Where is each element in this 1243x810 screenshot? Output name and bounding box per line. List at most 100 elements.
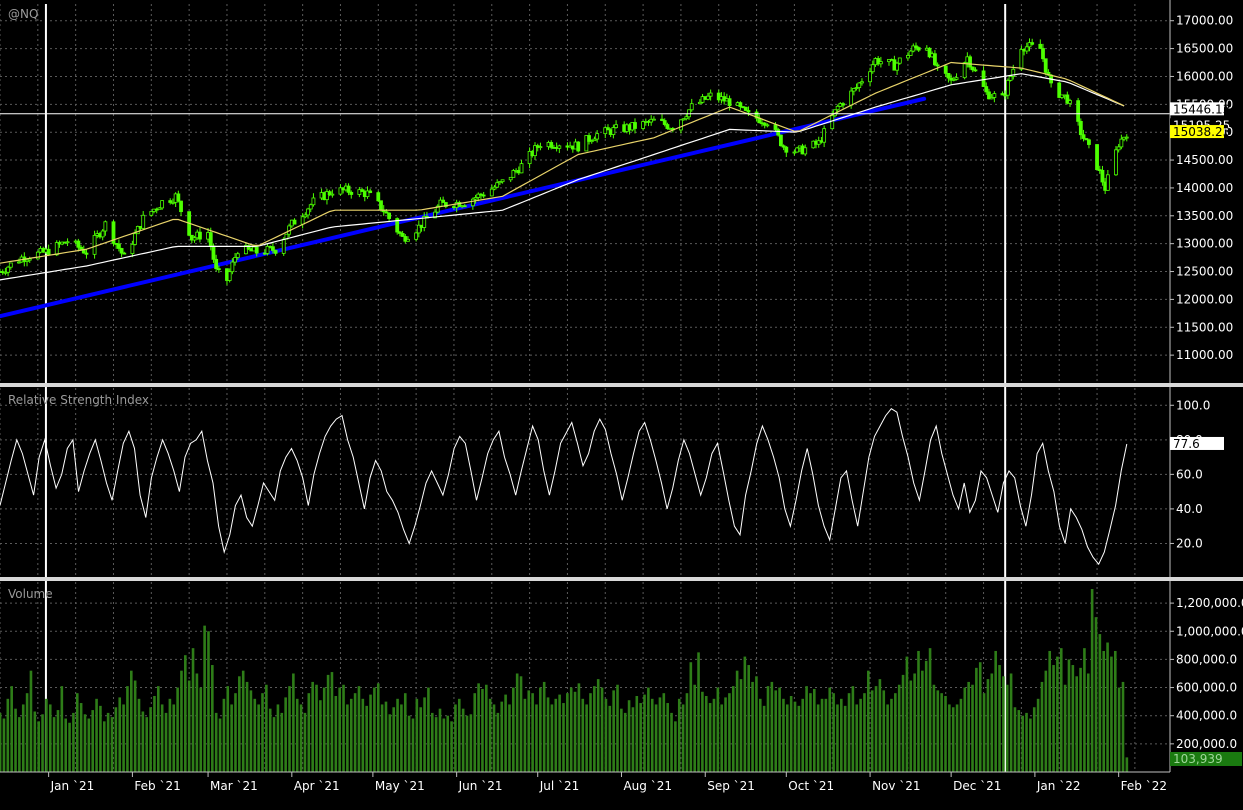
volume-bar [905,656,909,772]
price-candle-body [357,189,362,195]
volume-bar [708,703,712,772]
time-axis-label: Dec `21 [953,779,1001,793]
volume-bar [465,715,469,772]
price-candle-body [119,248,124,254]
price-candle-body [911,45,916,52]
price-candle-body [441,199,446,203]
volume-bar [191,648,195,772]
ma-fast-value-tag-bg [1170,102,1224,116]
volume-bar [357,686,361,772]
volume-bar [797,705,801,772]
price-candle-body [360,189,364,192]
volume-bar [793,701,797,772]
price-candle-body [1105,174,1110,191]
price-candle-body [400,233,405,237]
price-candle-body [414,232,419,240]
price-candle-body [587,135,591,142]
volume-bar [272,717,276,772]
volume-bar [257,704,260,772]
volume-bar [681,704,685,772]
price-axis-tick-label: 17000.00 [1176,14,1233,28]
price-candle-body [6,266,11,273]
volume-bar [176,687,179,772]
volume-bar [307,693,311,772]
volume-bar [994,650,997,772]
price-candle-body [17,261,21,264]
volume-bar [292,673,295,772]
price-candle-body [519,163,524,174]
volume-bar [735,670,739,772]
volume-bar [56,710,60,772]
price-axis-tick-label: 13500.00 [1176,209,1233,223]
volume-bar [1005,684,1009,772]
price-candle-body [727,98,732,106]
volume-bar [855,704,859,772]
volume-bar [805,686,808,772]
price-axis-tick-label: 14000.00 [1176,181,1233,195]
volume-bar [909,680,913,772]
volume-bar [647,687,650,772]
moving-average-slow [0,73,1125,281]
price-candle-body [214,258,219,270]
volume-bar [917,650,920,772]
price-candle-body [1043,58,1048,73]
volume-bar [650,698,654,772]
price-candle-body [416,224,421,234]
price-candle-body [1124,136,1129,139]
price-candle-body [876,58,881,65]
volume-bar [400,704,403,772]
price-candle-body [368,190,373,194]
volume-bar [743,656,747,772]
price-candle-body [473,197,478,200]
price-candle-body [1008,76,1013,81]
price-candle-body [481,194,486,197]
price-candle-body [697,101,702,105]
price-axis-tick-label: 12500.00 [1176,265,1233,279]
volume-bar [731,686,735,772]
volume-bar [18,717,21,772]
volume-bar [268,708,272,772]
volume-bar [1032,707,1036,772]
volume-bar [330,672,334,772]
volume-bar [1048,650,1051,772]
price-candle-body [1005,79,1010,96]
price-candle-body [489,188,494,197]
price-candle-body [1116,146,1121,151]
volume-bar [303,712,307,772]
volume-bar [1009,673,1013,772]
volume-bar [122,704,125,772]
volume-bar [276,704,280,772]
price-candle-body [443,202,448,207]
price-candle-body [422,216,427,228]
grid-layer [0,4,1170,772]
volume-bar [245,681,249,772]
volume-bar [859,698,862,772]
volume-bar [519,676,523,772]
volume-bar [241,670,245,772]
price-candle-body [584,135,589,152]
volume-bar [662,693,666,772]
volume-bar [160,704,164,772]
volume-bar [666,703,669,772]
rsi-axis-tick-label: 40.0 [1176,502,1203,516]
price-candle-body [176,193,181,202]
volume-bar [998,665,1001,772]
volume-bar [531,693,534,772]
volume-bar [145,717,149,772]
price-candle-body [762,122,767,126]
price-candle-body [781,145,786,148]
price-candle-body [970,66,975,71]
price-candle-body [851,88,856,92]
price-candle-body [211,245,216,260]
price-candle-body [951,78,956,81]
price-candle-body [1100,169,1105,183]
price-candle-body [327,191,332,195]
price-candle-body [614,124,618,128]
volume-bar [843,705,847,772]
price-candle-body [706,95,710,100]
price-candle-body [681,118,686,121]
volume-bar [214,712,218,772]
price-candle-body [689,103,694,111]
volume-bar [361,698,365,772]
